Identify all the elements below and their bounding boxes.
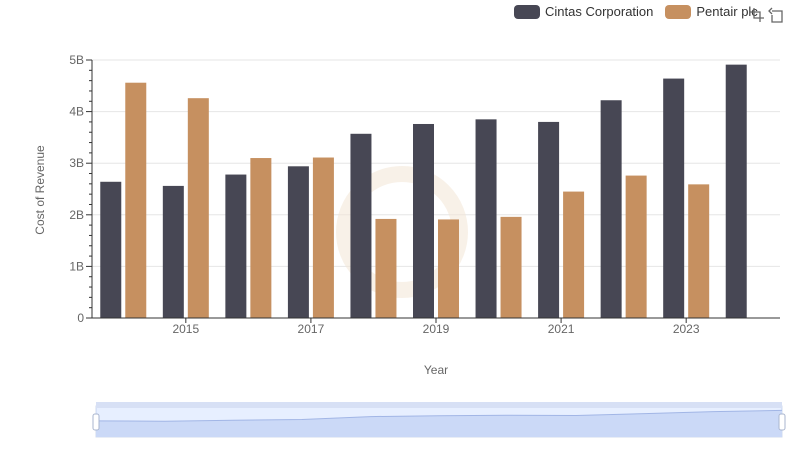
x-axis-title: Year — [424, 363, 448, 377]
bar-pentair-2014[interactable] — [125, 82, 147, 318]
bar-cintas-2022[interactable] — [600, 100, 622, 318]
bar-pentair-2019[interactable] — [438, 219, 459, 318]
y-tick-label: 0 — [77, 311, 84, 325]
x-tick-label: 2015 — [172, 322, 199, 336]
legend-item-cintas[interactable]: Cintas Corporation — [514, 4, 653, 19]
restore-icon[interactable] — [768, 6, 786, 24]
x-tick-label: 2019 — [423, 322, 450, 336]
y-tick-label: 3B — [69, 156, 84, 170]
x-tick-label: 2023 — [673, 322, 700, 336]
legend-label-cintas: Cintas Corporation — [545, 4, 654, 19]
legend-label-pentair: Pentair plc — [696, 4, 758, 19]
bars — [100, 64, 747, 319]
bar-cintas-2019[interactable] — [413, 123, 434, 318]
slider-shadow-line — [95, 409, 783, 422]
bar-cintas-2014[interactable] — [100, 181, 122, 318]
bar-pentair-2015[interactable] — [187, 98, 209, 319]
data-zoom-slider[interactable] — [92, 402, 786, 438]
bar-pentair-2021[interactable] — [563, 191, 585, 318]
y-tick-label: 2B — [69, 208, 84, 222]
y-tick-label: 1B — [69, 259, 84, 273]
bar-cintas-2023[interactable] — [663, 78, 685, 319]
bar-pentair-2020[interactable] — [500, 216, 522, 318]
y-axis-title: Cost of Revenue — [33, 145, 47, 235]
legend-item-pentair[interactable]: Pentair plc — [665, 4, 758, 19]
slider-selection[interactable] — [96, 406, 782, 437]
bar-pentair-2022[interactable] — [625, 175, 647, 318]
x-axis: 2015 2017 2019 2021 2023 — [92, 317, 780, 336]
legend-swatch-pentair — [665, 4, 692, 19]
bar-cintas-2021[interactable] — [538, 121, 560, 318]
slider-shadow-area — [96, 410, 782, 437]
bar-cintas-2024[interactable] — [725, 64, 747, 318]
watermark-logo — [336, 166, 468, 298]
toolbox — [746, 6, 786, 24]
bar-cintas-2018[interactable] — [350, 133, 372, 318]
y-tick-label: 5B — [69, 53, 84, 67]
bar-pentair-2017[interactable] — [312, 157, 334, 318]
bar-cintas-2015[interactable] — [162, 185, 184, 318]
bar-cintas-2017[interactable] — [287, 166, 309, 318]
y-tick-label: 4B — [69, 105, 84, 119]
bar-pentair-2018[interactable] — [375, 218, 397, 318]
x-tick-label: 2017 — [298, 322, 325, 336]
bar-cintas-2016[interactable] — [225, 174, 247, 318]
slider-handle-left[interactable] — [92, 413, 100, 431]
legend-swatch-cintas — [514, 4, 540, 19]
legend: Cintas Corporation Pentair plc — [514, 4, 770, 19]
zoom-select-icon[interactable] — [748, 6, 766, 24]
bar-pentair-2016[interactable] — [250, 158, 272, 318]
slider-handle-right[interactable] — [778, 413, 786, 431]
bar-cintas-2020[interactable] — [475, 119, 497, 318]
bar-pentair-2023[interactable] — [688, 184, 710, 318]
y-axis: 0 1B 2B 3B 4B 5B — [69, 53, 93, 325]
slider-move-bar[interactable] — [96, 402, 782, 408]
x-tick-label: 2021 — [548, 322, 575, 336]
